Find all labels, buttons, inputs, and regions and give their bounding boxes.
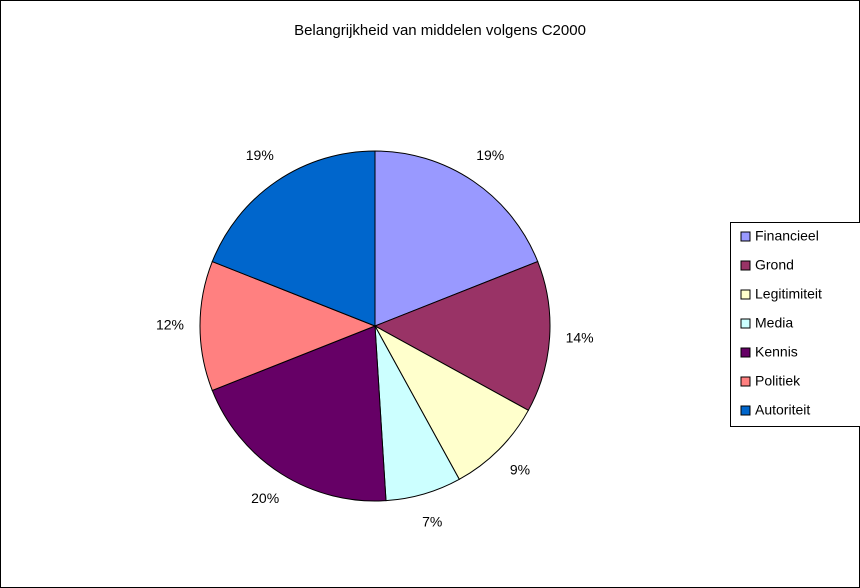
data-label: 19% bbox=[476, 147, 504, 163]
legend-label: Politiek bbox=[755, 373, 801, 389]
pie-slice bbox=[374, 150, 539, 327]
pie-slice bbox=[211, 325, 387, 502]
data-label: 12% bbox=[156, 317, 184, 333]
legend-box bbox=[730, 222, 860, 427]
pie-slice bbox=[211, 150, 376, 327]
data-label: 14% bbox=[566, 330, 594, 346]
pie-slice bbox=[199, 260, 377, 392]
legend-label: Legitimiteit bbox=[755, 286, 822, 302]
legend-label: Media bbox=[755, 315, 793, 331]
legend-swatch bbox=[740, 231, 751, 242]
data-label: 7% bbox=[422, 514, 442, 530]
chart-title: Belangrijkheid van middelen volgens C200… bbox=[294, 22, 586, 39]
legend-label: Autoriteit bbox=[755, 402, 810, 418]
legend-label: Grond bbox=[755, 257, 794, 273]
legend-swatch bbox=[740, 260, 751, 271]
data-label: 19% bbox=[246, 147, 274, 163]
legend-swatch bbox=[740, 376, 751, 387]
data-label: 9% bbox=[510, 462, 530, 478]
legend-swatch bbox=[740, 289, 751, 300]
data-label: 20% bbox=[251, 490, 279, 506]
legend-swatch bbox=[740, 318, 751, 329]
pie-slice bbox=[373, 324, 530, 481]
legend-swatch bbox=[740, 347, 751, 358]
pie-slice bbox=[373, 260, 551, 411]
legend-label: Financieel bbox=[755, 228, 819, 244]
legend-label: Kennis bbox=[755, 344, 798, 360]
legend-swatch bbox=[740, 405, 751, 416]
